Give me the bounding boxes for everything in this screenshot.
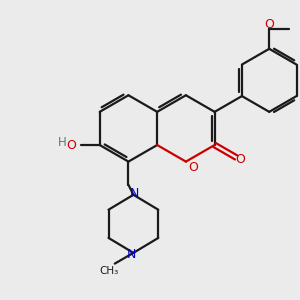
Text: CH₃: CH₃ xyxy=(99,266,118,276)
Text: O: O xyxy=(67,139,76,152)
Text: O: O xyxy=(235,153,245,166)
Text: N: N xyxy=(130,187,139,200)
Text: N: N xyxy=(127,248,136,261)
Text: H: H xyxy=(58,136,67,149)
Text: O: O xyxy=(264,18,274,31)
Text: O: O xyxy=(188,161,198,174)
